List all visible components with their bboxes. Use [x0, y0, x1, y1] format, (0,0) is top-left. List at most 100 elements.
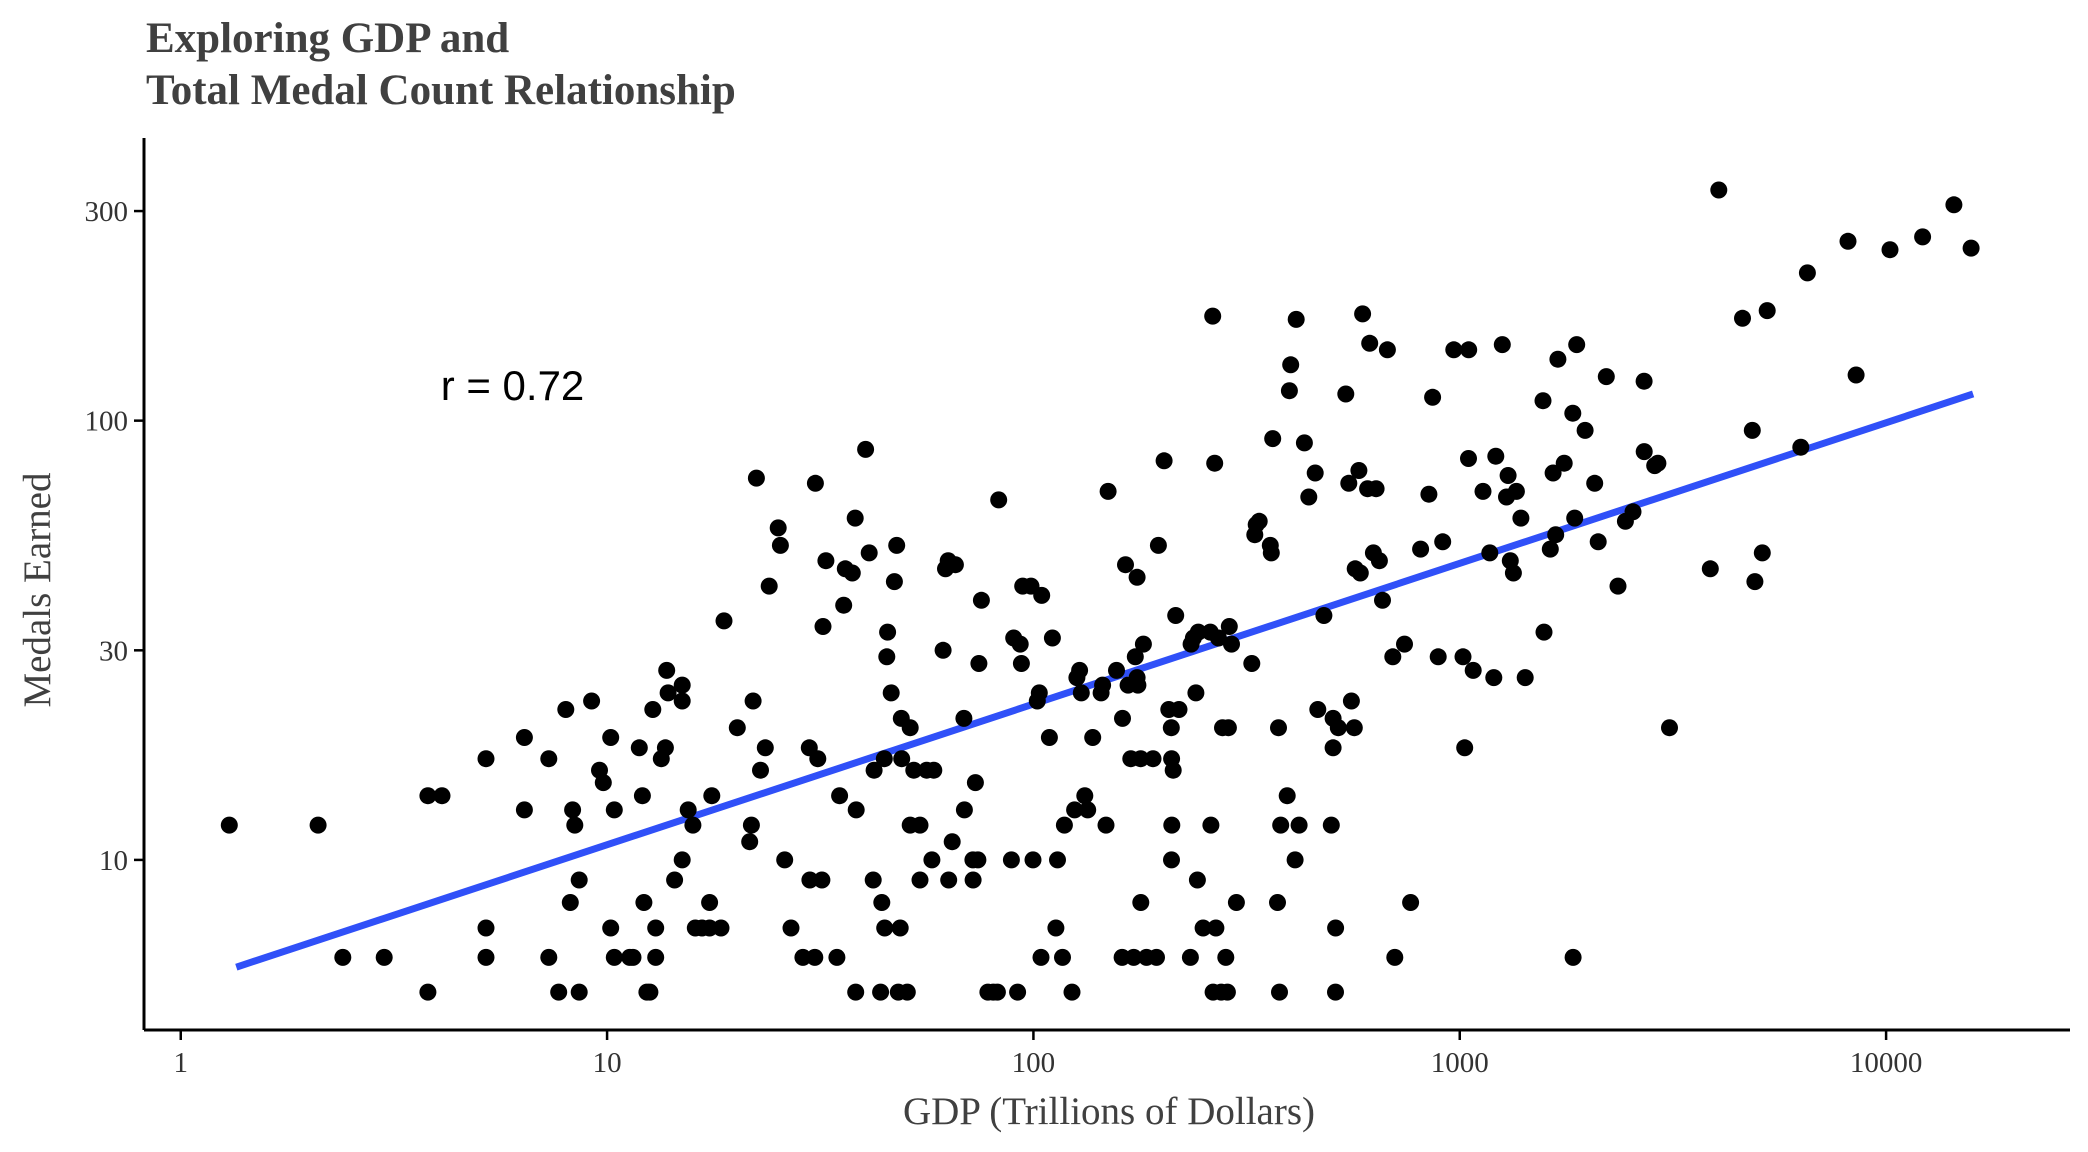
data-point	[1262, 544, 1280, 562]
data-point	[1280, 382, 1298, 400]
data-point	[1243, 655, 1261, 672]
data-point	[630, 739, 648, 757]
data-point	[1270, 719, 1287, 737]
data-point	[641, 983, 659, 1001]
data-point	[831, 787, 849, 805]
data-point	[1661, 719, 1678, 737]
data-point	[846, 509, 864, 527]
data-point	[1576, 421, 1594, 439]
data-point	[605, 801, 623, 819]
data-point	[1367, 480, 1385, 498]
data-point	[1624, 503, 1642, 521]
data-point	[1535, 623, 1553, 641]
data-point	[1099, 482, 1117, 500]
data-point	[865, 761, 883, 779]
chart-title-line-2: Total Medal Count Relationship	[146, 67, 736, 114]
data-point	[1460, 450, 1477, 467]
data-point	[1202, 816, 1220, 834]
data-point	[771, 536, 789, 554]
data-point	[477, 750, 495, 768]
data-point	[703, 787, 721, 805]
data-point	[744, 692, 762, 710]
data-point	[1209, 629, 1227, 647]
data-point	[659, 684, 677, 702]
data-point	[1566, 509, 1584, 527]
data-point	[911, 871, 929, 889]
data-point	[955, 709, 973, 727]
data-point	[806, 948, 824, 966]
data-point	[1012, 655, 1030, 672]
data-point	[955, 801, 973, 819]
data-point	[828, 948, 846, 966]
data-point	[1555, 454, 1573, 472]
data-point	[540, 948, 558, 966]
data-point	[1327, 919, 1345, 937]
data-point	[809, 750, 827, 768]
data-point	[433, 787, 451, 805]
data-point	[673, 676, 691, 694]
data-point	[1167, 607, 1185, 624]
data-point	[1424, 388, 1442, 406]
data-point	[1072, 684, 1090, 702]
data-point	[334, 948, 352, 966]
data-point	[419, 983, 437, 1001]
x-tick-label: 1000	[1431, 1047, 1489, 1079]
data-point	[1361, 334, 1379, 352]
data-point	[888, 536, 906, 554]
data-point	[1282, 356, 1300, 374]
data-point	[679, 801, 697, 819]
data-point	[1097, 816, 1115, 834]
data-point	[1374, 591, 1391, 609]
data-point	[633, 787, 651, 805]
data-point	[673, 851, 691, 869]
data-point	[1049, 851, 1066, 869]
data-point	[813, 871, 831, 889]
data-point	[1534, 392, 1552, 410]
y-tick-label: 100	[85, 406, 129, 438]
data-point	[1132, 894, 1150, 911]
data-point	[741, 833, 759, 851]
data-point	[583, 692, 601, 710]
data-point	[1047, 919, 1065, 937]
data-point	[1144, 750, 1162, 768]
data-point	[658, 661, 676, 679]
data-point	[1586, 474, 1604, 492]
data-point	[1134, 635, 1152, 653]
data-point	[1753, 544, 1771, 562]
data-point	[817, 552, 835, 570]
data-point	[1125, 948, 1143, 966]
data-point	[477, 948, 495, 966]
data-point	[1481, 544, 1499, 562]
data-point	[1507, 482, 1525, 500]
data-point	[1649, 454, 1667, 472]
data-point	[1170, 701, 1188, 718]
data-point	[1278, 787, 1296, 805]
data-point	[990, 491, 1008, 509]
data-point	[760, 577, 778, 595]
data-point	[477, 919, 495, 937]
data-point	[1295, 434, 1313, 452]
data-point	[712, 919, 730, 937]
x-tick-label: 10	[593, 1047, 622, 1079]
data-point	[878, 648, 896, 666]
data-point	[1114, 709, 1131, 727]
data-point	[752, 761, 769, 779]
data-point	[515, 801, 533, 819]
data-point	[564, 801, 582, 819]
data-point	[1402, 894, 1420, 911]
data-point	[905, 761, 923, 779]
data-point	[602, 729, 620, 746]
data-point	[946, 556, 964, 574]
data-point	[557, 701, 575, 718]
data-point	[964, 871, 982, 889]
data-point	[684, 816, 702, 834]
data-point	[1207, 919, 1225, 937]
data-point	[782, 919, 800, 937]
data-point	[1227, 894, 1245, 911]
data-point	[624, 948, 642, 966]
data-point	[1337, 385, 1355, 403]
data-point	[635, 894, 653, 911]
data-point	[847, 801, 865, 819]
data-point	[1033, 586, 1051, 604]
